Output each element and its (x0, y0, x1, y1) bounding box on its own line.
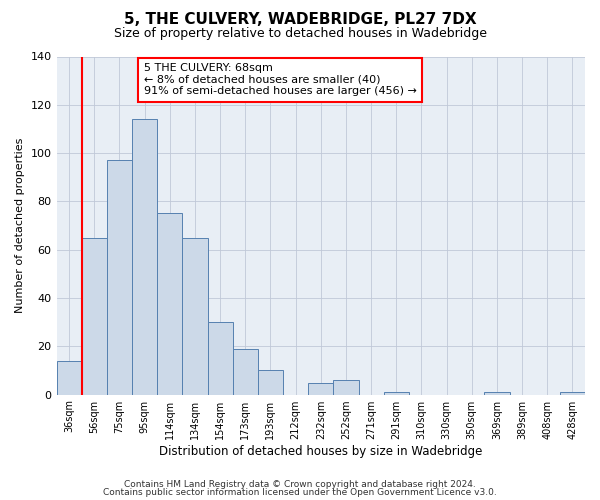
Text: Contains public sector information licensed under the Open Government Licence v3: Contains public sector information licen… (103, 488, 497, 497)
Bar (157, 214, 182, 394)
Bar (233, 348, 258, 395)
Bar (82, 238, 107, 394)
Text: Contains HM Land Registry data © Crown copyright and database right 2024.: Contains HM Land Registry data © Crown c… (124, 480, 476, 489)
Bar (132, 120, 157, 394)
Text: 5 THE CULVERY: 68sqm
← 8% of detached houses are smaller (40)
91% of semi-detach: 5 THE CULVERY: 68sqm ← 8% of detached ho… (144, 64, 416, 96)
Bar (308, 382, 334, 394)
Bar (484, 392, 509, 394)
Text: 5, THE CULVERY, WADEBRIDGE, PL27 7DX: 5, THE CULVERY, WADEBRIDGE, PL27 7DX (124, 12, 476, 28)
Bar (182, 238, 208, 394)
Bar (107, 160, 132, 394)
Bar (208, 322, 233, 394)
Text: Size of property relative to detached houses in Wadebridge: Size of property relative to detached ho… (113, 28, 487, 40)
Bar (383, 392, 409, 394)
Bar (56, 361, 82, 394)
Bar (560, 392, 585, 394)
Bar (334, 380, 359, 394)
X-axis label: Distribution of detached houses by size in Wadebridge: Distribution of detached houses by size … (159, 444, 482, 458)
Bar (258, 370, 283, 394)
Y-axis label: Number of detached properties: Number of detached properties (15, 138, 25, 313)
